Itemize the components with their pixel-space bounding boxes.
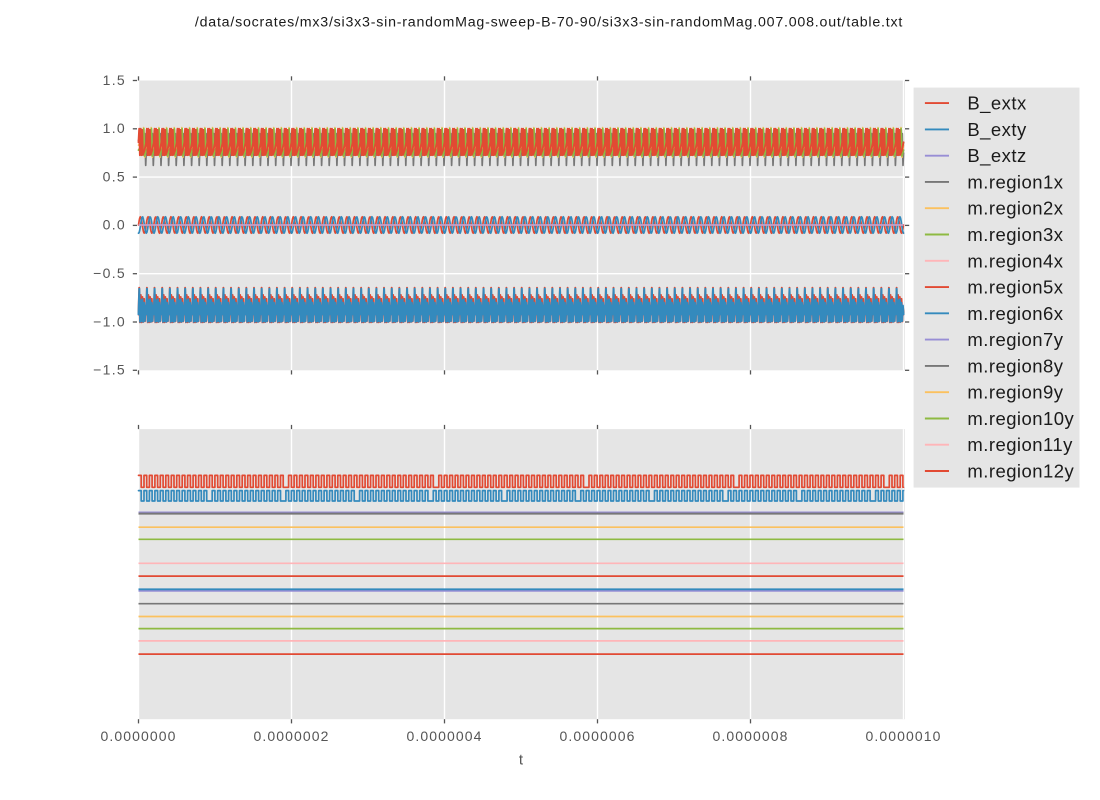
svg-text:0.0000010: 0.0000010 [865, 728, 941, 744]
svg-text:m.region3x: m.region3x [967, 224, 1063, 245]
svg-text:−0.5: −0.5 [93, 265, 126, 281]
svg-text:m.region9y: m.region9y [967, 382, 1063, 403]
svg-text:1.0: 1.0 [103, 120, 126, 136]
svg-text:1.5: 1.5 [103, 72, 126, 88]
svg-text:m.region10y: m.region10y [967, 408, 1074, 429]
svg-text:0.5: 0.5 [103, 168, 126, 184]
svg-text:B_extx: B_extx [967, 93, 1027, 115]
svg-text:m.region7y: m.region7y [967, 329, 1063, 350]
svg-text:0.0000008: 0.0000008 [712, 728, 788, 744]
svg-text:B_exty: B_exty [967, 119, 1027, 141]
svg-text:0.0000004: 0.0000004 [406, 728, 482, 744]
svg-text:0.0000000: 0.0000000 [100, 728, 176, 744]
svg-text:m.region8y: m.region8y [967, 355, 1063, 376]
svg-text:m.region5x: m.region5x [967, 277, 1063, 298]
svg-text:m.region2x: m.region2x [967, 198, 1063, 219]
svg-text:m.region4x: m.region4x [967, 250, 1063, 271]
svg-text:m.region6x: m.region6x [967, 303, 1063, 324]
svg-text:0.0000002: 0.0000002 [253, 728, 329, 744]
svg-text:/data/socrates/mx3/si3x3-sin-r: /data/socrates/mx3/si3x3-sin-randomMag-s… [195, 14, 903, 30]
svg-text:t: t [519, 752, 524, 769]
svg-text:m.region11y: m.region11y [967, 434, 1073, 455]
svg-text:m.region1x: m.region1x [967, 171, 1063, 192]
svg-text:m.region12y: m.region12y [967, 461, 1074, 482]
svg-text:−1.0: −1.0 [93, 313, 126, 329]
svg-text:B_extz: B_extz [967, 145, 1026, 167]
svg-text:0.0: 0.0 [103, 217, 126, 233]
svg-text:−1.5: −1.5 [93, 362, 126, 378]
svg-text:0.0000006: 0.0000006 [559, 728, 635, 744]
